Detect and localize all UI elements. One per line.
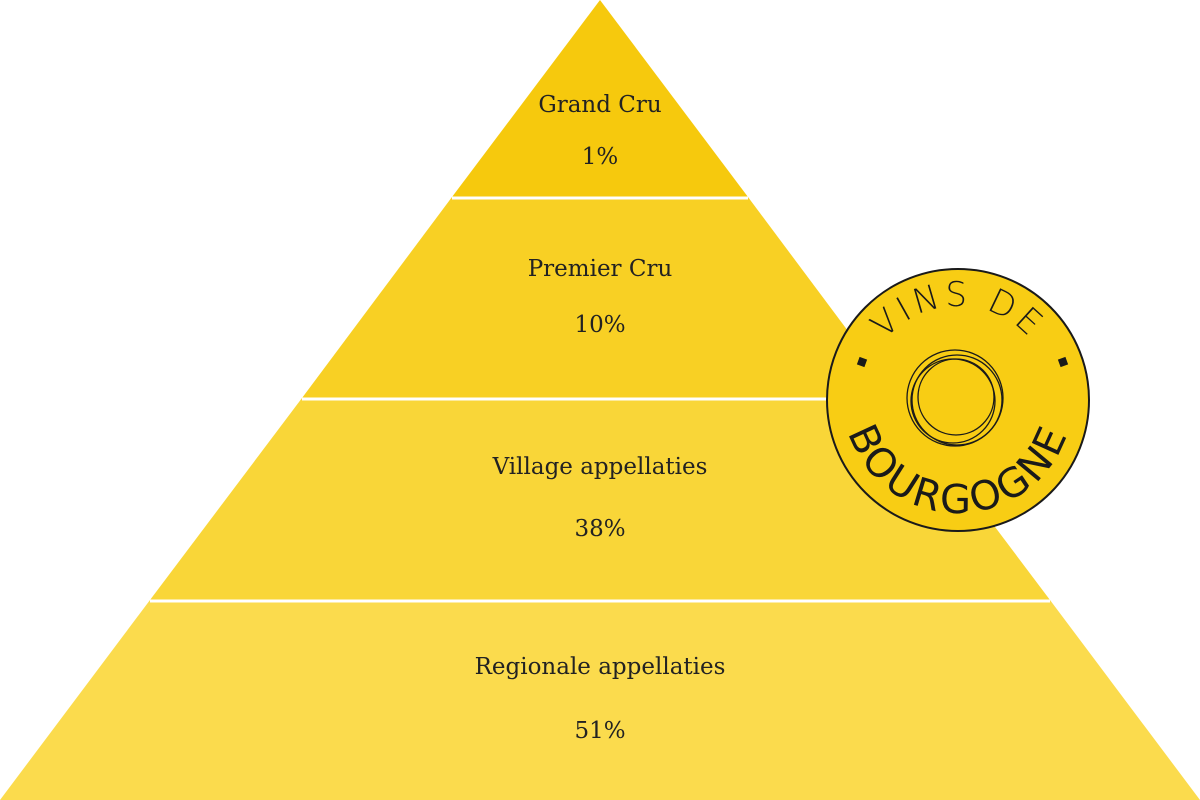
level-share: 38% bbox=[574, 516, 625, 542]
level-premier-cru bbox=[302, 197, 898, 398]
level-label: Grand Cru bbox=[538, 92, 661, 118]
level-grand-cru bbox=[452, 0, 748, 197]
logo-dot bbox=[1057, 356, 1069, 368]
logo-rings bbox=[906, 349, 1004, 447]
level-regionale bbox=[0, 600, 1200, 800]
logo: VINS DE BOURGOGNE bbox=[826, 268, 1090, 532]
level-share: 1% bbox=[582, 144, 619, 170]
logo-dot bbox=[856, 356, 868, 368]
separators bbox=[150, 196, 1050, 603]
level-village bbox=[150, 398, 1050, 600]
level-label: Village appellaties bbox=[492, 454, 708, 480]
logo-circle bbox=[826, 268, 1090, 532]
level-label: Regionale appellaties bbox=[475, 654, 726, 680]
level-share: 10% bbox=[574, 312, 625, 338]
level-share: 51% bbox=[574, 718, 625, 744]
level-label: Premier Cru bbox=[528, 256, 673, 282]
